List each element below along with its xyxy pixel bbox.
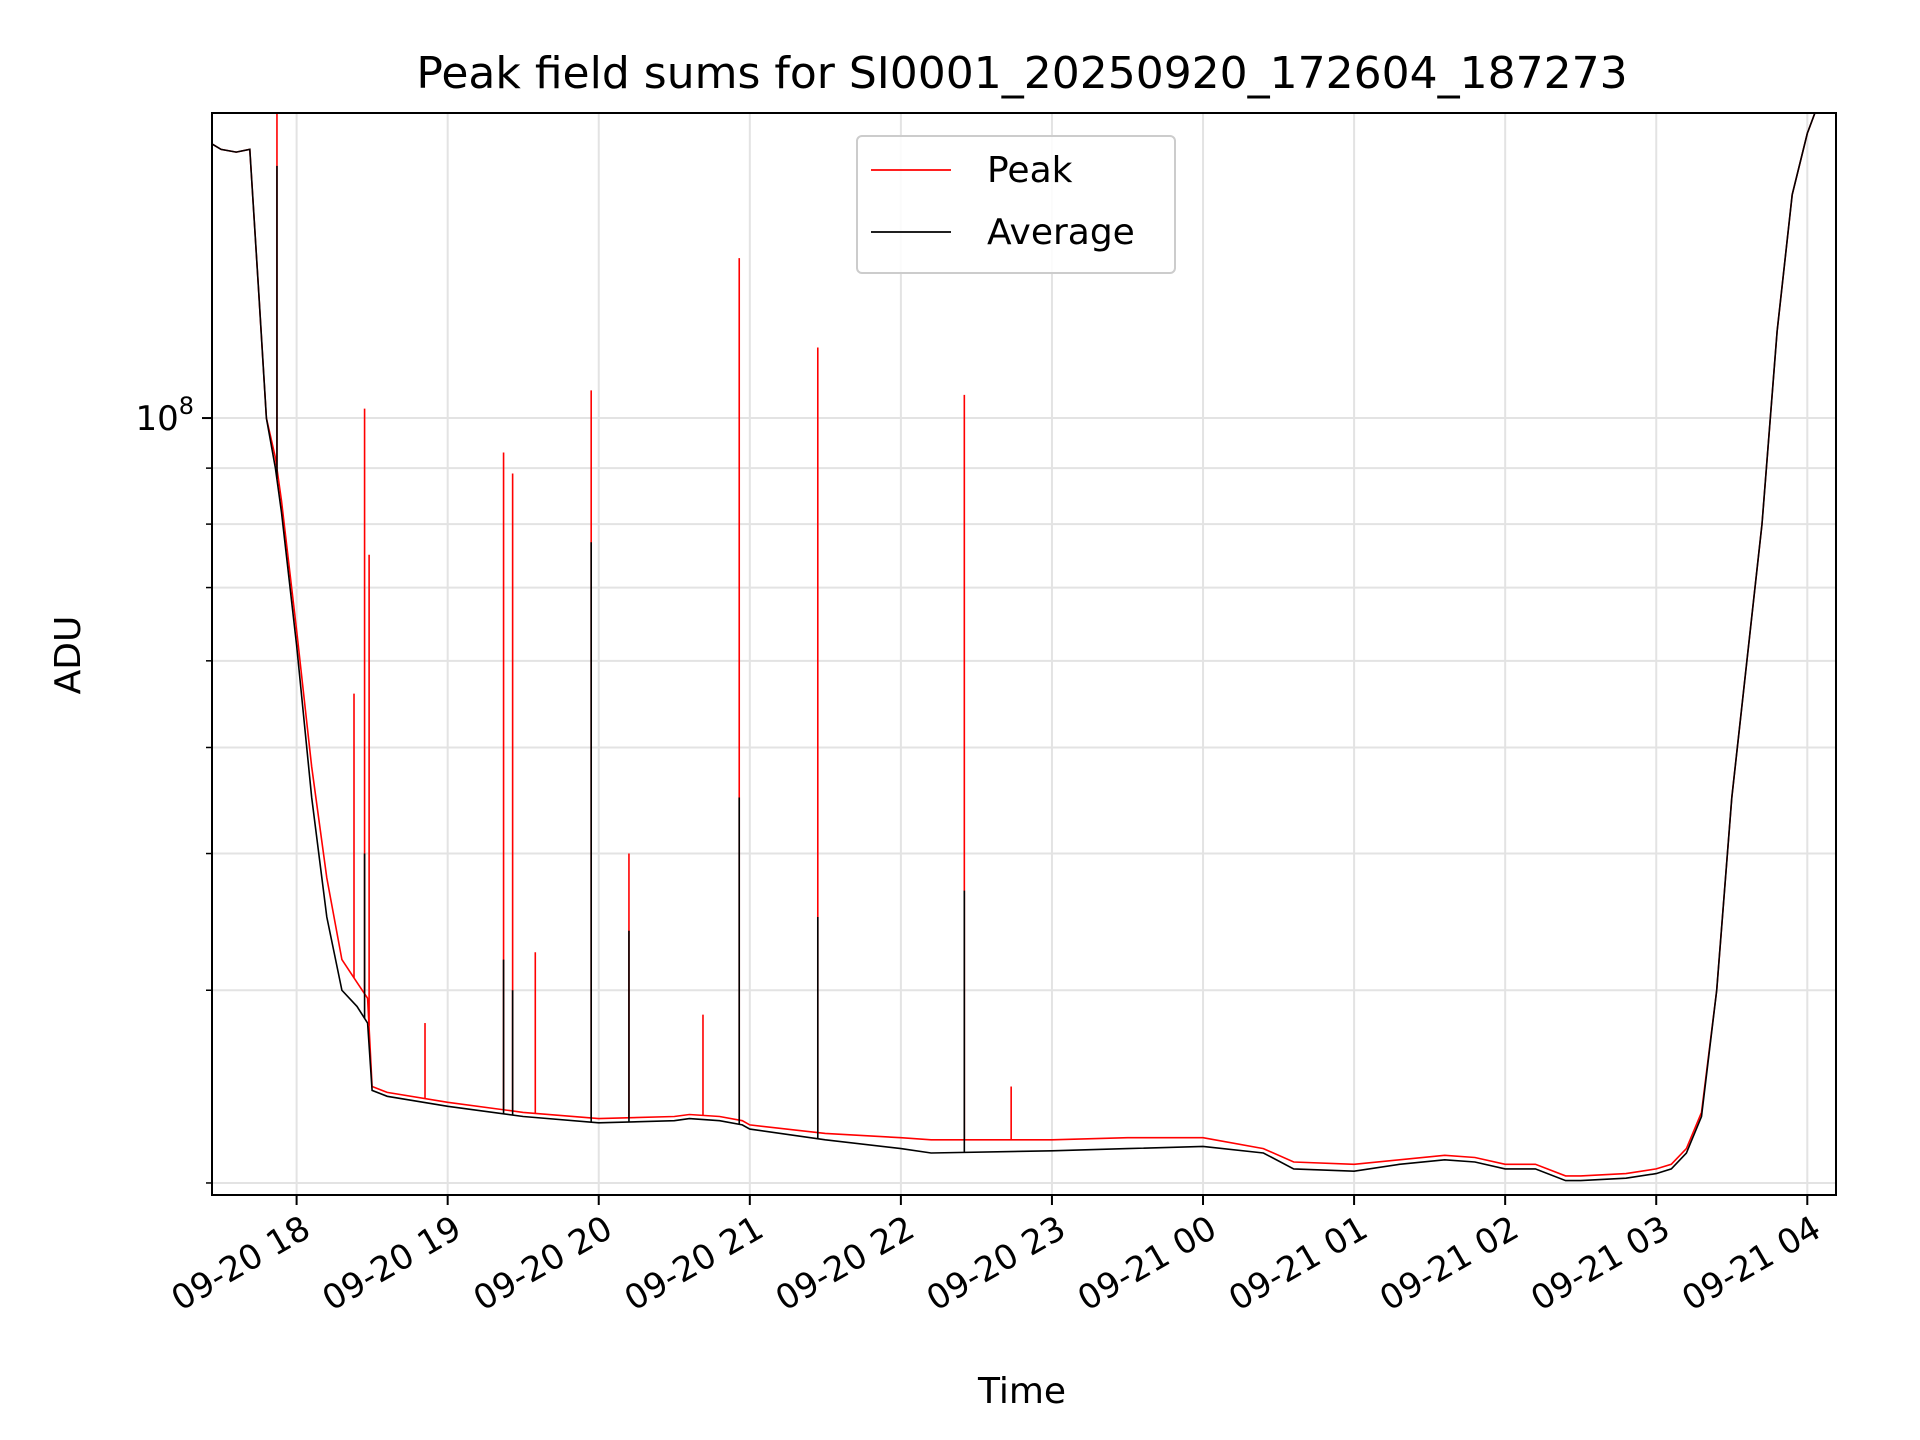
series-layer — [212, 113, 1836, 1182]
x-axis-label: Time — [977, 1371, 1066, 1412]
x-tick-label: 09-20 22 — [769, 1208, 921, 1319]
legend-label-average: Average — [987, 212, 1135, 253]
x-tick-label: 09-21 01 — [1222, 1208, 1374, 1319]
chart-title: Peak field sums for SI0001_20250920_1726… — [416, 48, 1627, 99]
x-tick-label: 09-20 21 — [618, 1208, 770, 1319]
x-tick-label: 09-21 00 — [1071, 1208, 1223, 1319]
x-tick-label: 09-20 20 — [467, 1208, 619, 1319]
plot-area — [212, 113, 1836, 1195]
x-tick-label: 09-21 04 — [1675, 1208, 1827, 1319]
legend: Peak Average — [856, 135, 1176, 274]
plot-frame — [211, 112, 1837, 1196]
grid — [212, 113, 1836, 1195]
x-tick-label: 09-21 02 — [1373, 1208, 1525, 1319]
legend-label-peak: Peak — [987, 150, 1073, 191]
y-axis-label: ADU — [48, 616, 89, 695]
y-axis: 108 — [135, 392, 212, 1184]
x-tick-label: 09-20 23 — [920, 1208, 1072, 1319]
series-line-average — [212, 113, 1836, 1182]
y-tick-label: 108 — [135, 392, 194, 439]
x-tick-label: 09-21 03 — [1524, 1208, 1676, 1319]
x-tick-label: 09-20 19 — [316, 1208, 468, 1319]
x-tick-label: 09-20 18 — [165, 1208, 317, 1319]
